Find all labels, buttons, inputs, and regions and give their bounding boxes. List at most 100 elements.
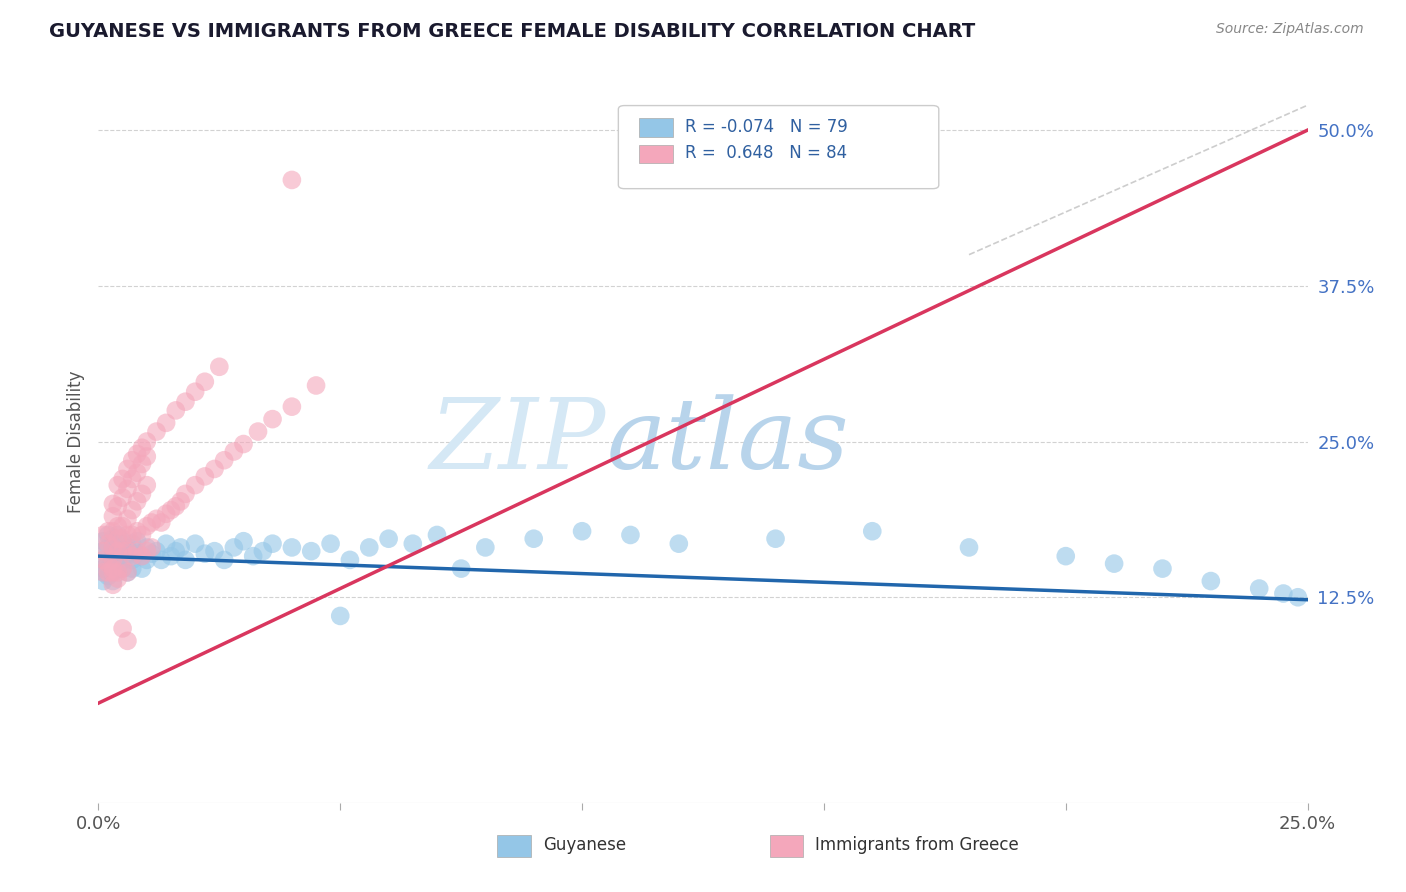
Point [107, 544, 129, 558]
Point [305, 378, 328, 392]
Point [131, 487, 153, 501]
Point [107, 519, 129, 533]
Point [121, 453, 143, 467]
Point [91, 561, 114, 575]
Point [101, 549, 124, 563]
Point [194, 547, 217, 561]
Point [97, 557, 120, 571]
Point [184, 537, 207, 551]
Point [155, 416, 177, 430]
Point [117, 541, 139, 555]
Point [194, 469, 217, 483]
Point [101, 541, 124, 555]
FancyBboxPatch shape [638, 118, 673, 136]
Point [107, 566, 129, 580]
Point [101, 541, 124, 555]
Point [141, 547, 163, 561]
Point [135, 544, 157, 558]
Point [111, 544, 134, 558]
Point [131, 441, 153, 455]
Point [1249, 582, 1271, 596]
Point [145, 544, 167, 558]
Point [222, 444, 245, 458]
Point [184, 384, 207, 399]
Point [135, 478, 157, 492]
Point [184, 478, 207, 492]
Point [426, 528, 449, 542]
Point [155, 507, 177, 521]
Point [1272, 586, 1295, 600]
Point [232, 437, 254, 451]
Point [1152, 561, 1174, 575]
Point [121, 537, 143, 551]
Point [281, 173, 304, 187]
Point [319, 537, 342, 551]
Point [329, 609, 352, 624]
Point [111, 519, 134, 533]
Point [165, 544, 187, 558]
Point [1054, 549, 1077, 563]
Point [97, 561, 120, 575]
Point [135, 519, 157, 533]
Point [242, 549, 264, 563]
Point [169, 541, 191, 555]
Point [169, 494, 191, 508]
Point [101, 553, 124, 567]
Point [111, 561, 134, 575]
Point [117, 462, 139, 476]
Text: Immigrants from Greece: Immigrants from Greece [815, 836, 1019, 854]
Point [127, 547, 149, 561]
Point [155, 537, 177, 551]
Point [117, 633, 139, 648]
Point [160, 549, 183, 563]
Point [402, 537, 425, 551]
Point [107, 500, 129, 514]
Point [141, 516, 163, 530]
Point [523, 532, 546, 546]
Point [117, 566, 139, 580]
Point [212, 453, 235, 467]
Point [131, 528, 153, 542]
Point [91, 566, 114, 580]
Point [97, 528, 120, 542]
Point [135, 541, 157, 555]
Point [150, 553, 173, 567]
Point [222, 541, 245, 555]
Point [204, 462, 226, 476]
Point [97, 524, 120, 539]
Point [107, 561, 129, 575]
Point [91, 534, 114, 549]
Point [107, 572, 129, 586]
Point [111, 561, 134, 575]
Point [107, 528, 129, 542]
Point [101, 574, 124, 588]
Point [860, 524, 883, 539]
Point [121, 503, 143, 517]
Text: GUYANESE VS IMMIGRANTS FROM GREECE FEMALE DISABILITY CORRELATION CHART: GUYANESE VS IMMIGRANTS FROM GREECE FEMAL… [49, 22, 976, 41]
Point [127, 534, 149, 549]
Point [127, 544, 149, 558]
Point [107, 553, 129, 567]
Point [174, 394, 197, 409]
Point [619, 528, 641, 542]
FancyBboxPatch shape [638, 145, 673, 163]
Point [174, 553, 197, 567]
Text: atlas: atlas [606, 394, 849, 489]
Point [1286, 591, 1309, 605]
Point [127, 524, 149, 539]
Point [668, 537, 690, 551]
Point [145, 425, 167, 439]
Point [127, 494, 149, 508]
Point [101, 509, 124, 524]
Point [141, 541, 163, 555]
Point [232, 534, 254, 549]
Point [91, 553, 114, 567]
Point [117, 482, 139, 496]
Text: Guyanese: Guyanese [543, 836, 627, 854]
Point [101, 566, 124, 580]
Point [97, 566, 120, 580]
Point [131, 457, 153, 471]
Point [121, 528, 143, 542]
Point [299, 544, 322, 558]
Point [121, 472, 143, 486]
